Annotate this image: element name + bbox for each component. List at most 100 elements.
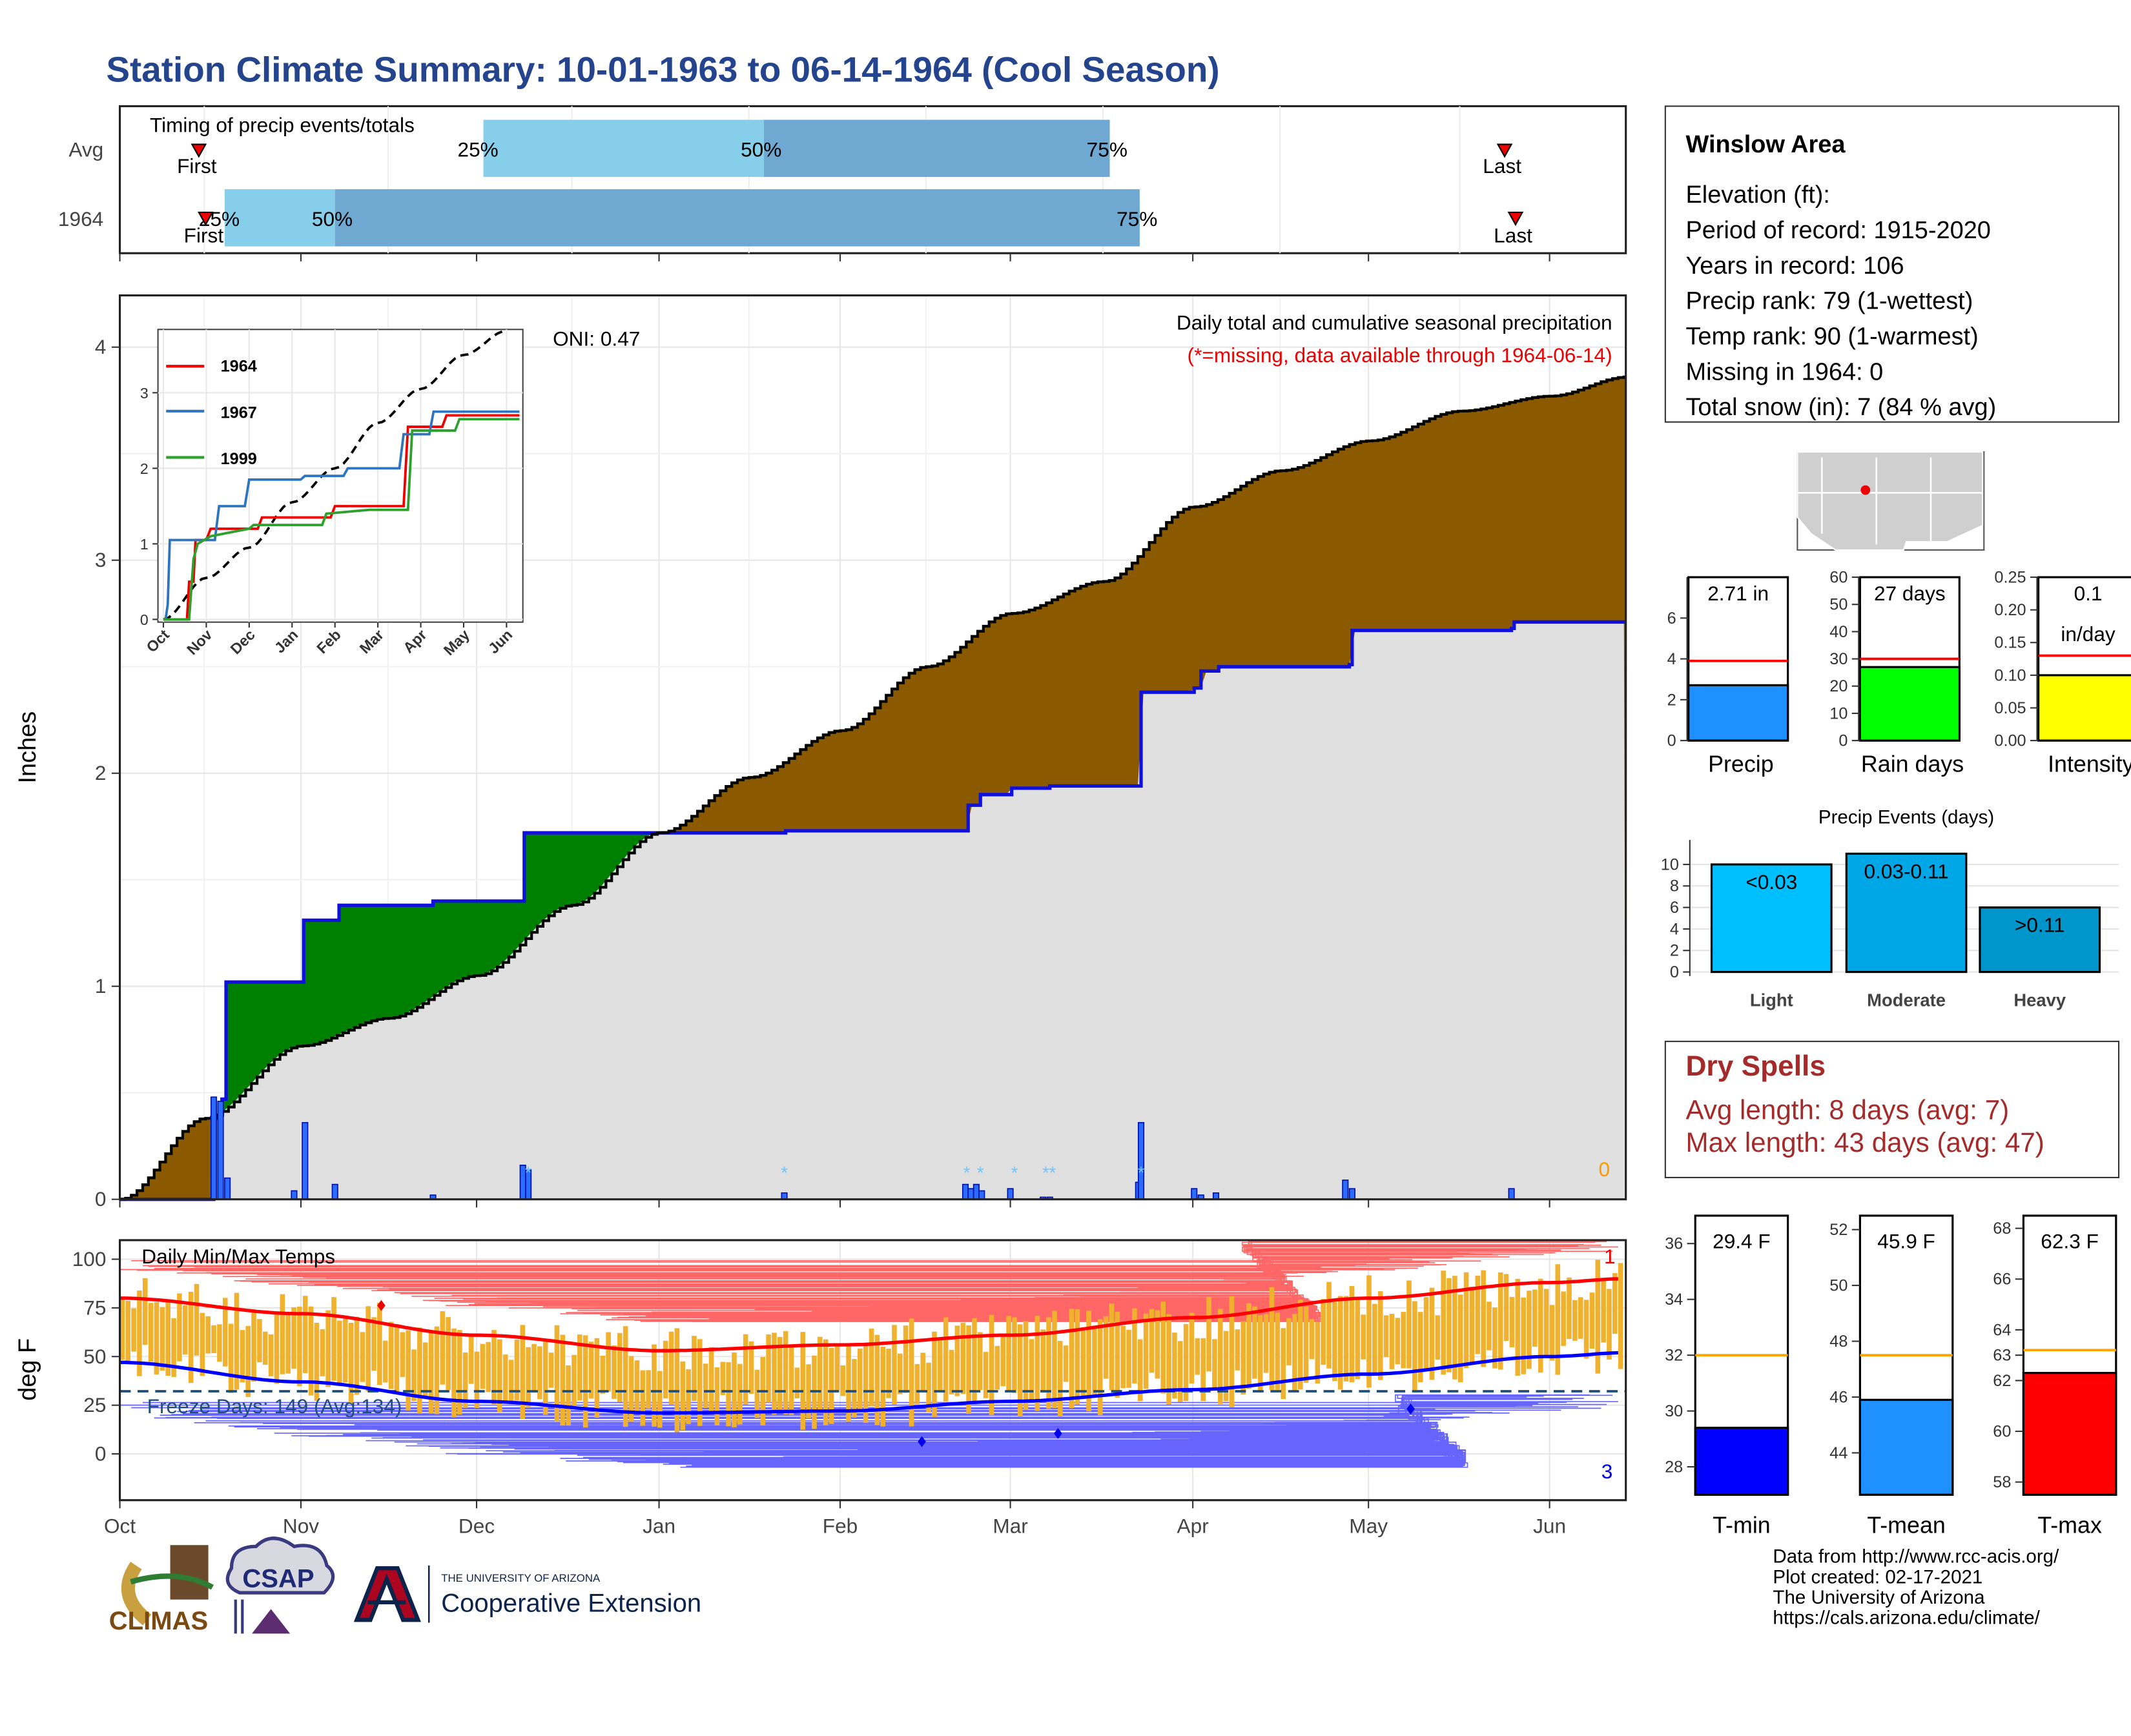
daily-temp-bar: [331, 1297, 336, 1381]
station-line-snow: Total snow (in): 7 (84 % avg): [1685, 394, 1996, 421]
daily-temp-bar: [171, 1318, 176, 1377]
dry-spells-title: Dry Spells: [1685, 1050, 1826, 1082]
daily-temp-bar: [1080, 1330, 1086, 1397]
daily-temp-bar: [320, 1329, 325, 1376]
cumulative-1964-line: [119, 620, 1626, 1201]
daily-temp-bar: [674, 1328, 680, 1433]
daily-temp-bar: [1172, 1333, 1177, 1399]
daily-temp-bar: [834, 1345, 840, 1393]
daily-temp-bar: [1137, 1339, 1143, 1402]
avg-50-75-bar: [763, 119, 1110, 178]
daily-temp-bar: [1555, 1264, 1561, 1375]
daily-temp-bar: [954, 1325, 960, 1396]
daily-temp-bar: [217, 1324, 222, 1362]
daily-temp-bar: [434, 1326, 440, 1414]
mini-bar-value-label: 2.71 in: [1707, 582, 1769, 605]
daily-temp-bar: [1092, 1327, 1097, 1396]
daily-temp-bar: [1481, 1270, 1486, 1367]
daily-temp-bar: [365, 1306, 371, 1392]
svg-text:0: 0: [95, 1442, 107, 1465]
mini-bar-chart: 0.00 0.05 0.10 0.15 0.20 0.25 0.1 in/day Intensi…: [1994, 568, 2131, 777]
daily-temp-bar: [1595, 1260, 1601, 1374]
daily-temp-bar: [754, 1369, 760, 1418]
daily-temp-bar: [251, 1312, 256, 1382]
average-cumulative-line: [119, 375, 1626, 1201]
svg-text:3: 3: [95, 548, 107, 571]
daily-temp-bar: [1441, 1271, 1446, 1375]
daily-temp-bar: [1057, 1340, 1063, 1417]
daily-temp-bar: [937, 1337, 943, 1392]
daily-temp-bar: [257, 1319, 262, 1363]
daily-temp-bar: [1578, 1297, 1583, 1339]
daily-temp-bar: [748, 1341, 754, 1394]
daily-temp-bar: [462, 1352, 468, 1408]
daily-temp-bar: [274, 1311, 280, 1384]
record-min-marker: [918, 1436, 926, 1447]
timing-row-1964: 1964: [58, 207, 103, 230]
daily-precip-bar: [1342, 1179, 1349, 1200]
daily-temp-bar: [1246, 1303, 1251, 1389]
daily-temp-bar: [594, 1338, 600, 1418]
svg-text:4: 4: [1670, 920, 1679, 938]
svg-text:48: 48: [1829, 1333, 1848, 1351]
y1964-p50-label: 50%: [312, 207, 353, 230]
daily-temp-bar: [932, 1331, 937, 1417]
ua-small-text: THE UNIVERSITY OF ARIZONA: [441, 1572, 601, 1584]
daily-temp-bar: [1309, 1319, 1315, 1360]
daily-temp-bar: [1532, 1289, 1538, 1347]
daily-temp-bar: [160, 1307, 165, 1371]
station-line-period: Period of record: 1915-2020: [1685, 217, 1990, 244]
daily-temp-bar: [1292, 1314, 1297, 1393]
svg-text:63: 63: [1993, 1347, 2011, 1365]
record-min-marker: [1406, 1403, 1415, 1414]
daily-temp-bar: [1235, 1329, 1241, 1371]
daily-temp-bar: [285, 1313, 291, 1374]
snow-marker: *: [1011, 1163, 1018, 1183]
daily-temp-bar: [411, 1349, 417, 1402]
daily-temp-bar: [1463, 1272, 1469, 1369]
record-max-marker: [377, 1300, 386, 1311]
daily-temp-bar: [468, 1333, 474, 1384]
svg-text:62: 62: [1993, 1372, 2011, 1390]
credit-line: https://cals.arizona.edu/climate/: [1773, 1608, 2040, 1629]
daily-temp-bar: [1567, 1277, 1572, 1340]
daily-temp-bar: [1343, 1296, 1349, 1382]
events-title: Precip Events (days): [1818, 807, 1994, 828]
daily-temp-bar: [1446, 1278, 1452, 1373]
daily-temp-bar: [446, 1317, 451, 1390]
daily-temp-bar: [920, 1353, 926, 1391]
daily-temp-bar: [686, 1369, 691, 1424]
svg-text:58: 58: [1993, 1473, 2011, 1491]
daily-temp-bar: [1303, 1306, 1309, 1383]
daily-temp-bar: [222, 1298, 228, 1367]
mini-bar-label: Precip: [1708, 751, 1774, 777]
daily-temp-bar: [818, 1336, 823, 1410]
ua-extension-text: Cooperative Extension: [441, 1589, 701, 1618]
daily-temp-bar: [1109, 1303, 1115, 1391]
mini-bar-value-label: 27 days: [1874, 582, 1946, 605]
daily-temp-bar: [966, 1325, 971, 1414]
mini-bar-label: Rain days: [1861, 751, 1964, 777]
month-tick-label: Jun: [1533, 1514, 1566, 1537]
average-max-line: [119, 1277, 1618, 1353]
daily-temp-bar: [1252, 1306, 1257, 1379]
daily-temp-bar: [1166, 1314, 1171, 1405]
daily-temp-bar: [1177, 1341, 1183, 1402]
event-bar-tag: 0.03-0.11: [1864, 859, 1948, 883]
daily-temp-bar: [714, 1367, 720, 1425]
daily-precip-bar: [302, 1122, 309, 1200]
daily-temp-bar: [898, 1353, 903, 1394]
temp-summary-chart: 58 60 62 63 64 66 68 62.3 F T-max: [1993, 1214, 2117, 1538]
daily-temp-bar: [1297, 1299, 1303, 1390]
y1964-last-marker: [1507, 211, 1524, 227]
daily-temp-bar: [382, 1340, 388, 1383]
event-bar: [1979, 906, 2101, 974]
svg-text:44: 44: [1829, 1444, 1848, 1462]
svg-text:20: 20: [1829, 677, 1848, 695]
oni-label: ONI: 0.47: [553, 327, 640, 351]
daily-precip-bar: [1348, 1188, 1355, 1200]
daily-temp-bar: [480, 1343, 486, 1389]
inset-legend-1967: 1967: [221, 403, 257, 422]
daily-temp-bar: [240, 1330, 245, 1383]
daily-temp-bar: [1429, 1287, 1435, 1380]
